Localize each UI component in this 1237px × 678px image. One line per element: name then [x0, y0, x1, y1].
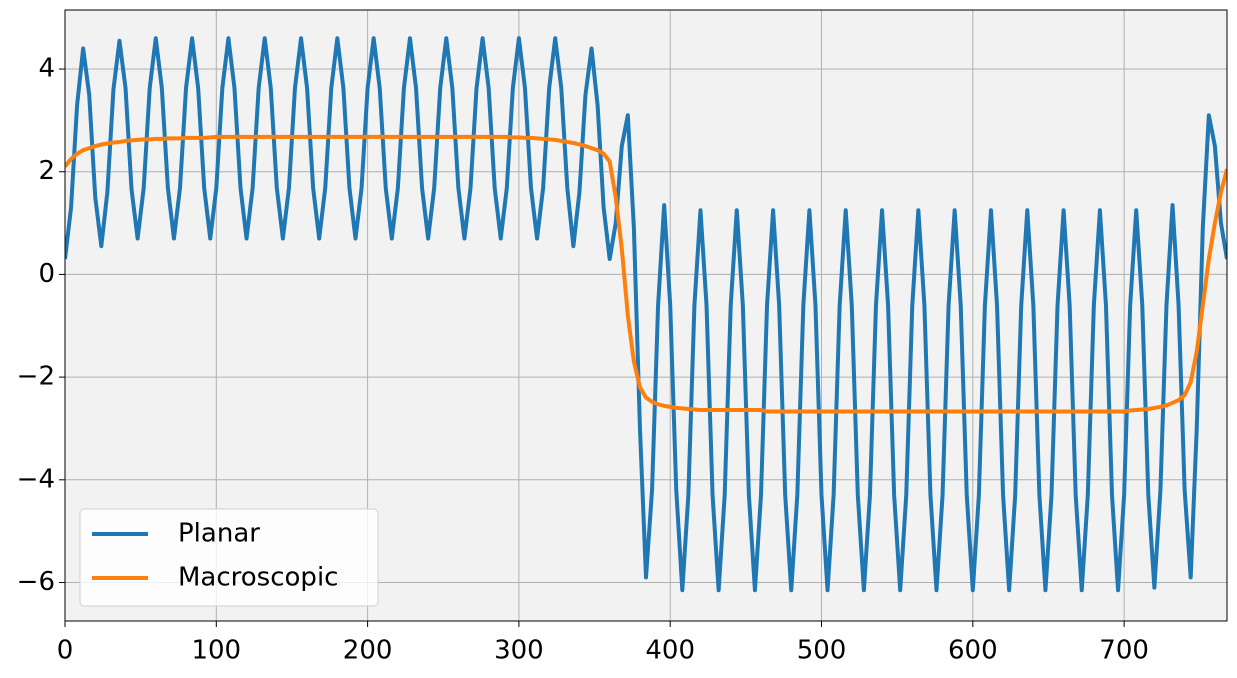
x-tick-label: 100: [191, 636, 241, 666]
y-tick-label: 2: [38, 156, 55, 186]
legend-label: Planar: [178, 519, 260, 549]
x-tick-label: 600: [948, 636, 998, 666]
x-tick-label: 500: [797, 636, 847, 666]
x-tick-label: 400: [645, 636, 695, 666]
legend: Planar Macroscopic: [79, 508, 379, 607]
legend-box: [79, 508, 379, 607]
y-tick-label: −2: [17, 362, 55, 392]
plot-frame: [64, 9, 1228, 622]
y-tick-label: 4: [38, 54, 55, 84]
series-line: [65, 36, 1227, 593]
y-tick-label: −6: [17, 567, 55, 597]
x-tick-label: 300: [494, 636, 544, 666]
y-tick-label: 0: [38, 259, 55, 289]
legend-label: Macroscopic: [178, 563, 338, 593]
x-tick-label: 200: [343, 636, 393, 666]
x-tick-label: 0: [57, 636, 74, 666]
y-tick-label: −4: [17, 464, 55, 494]
x-tick-label: 700: [1099, 636, 1149, 666]
series-line: [65, 134, 1227, 414]
